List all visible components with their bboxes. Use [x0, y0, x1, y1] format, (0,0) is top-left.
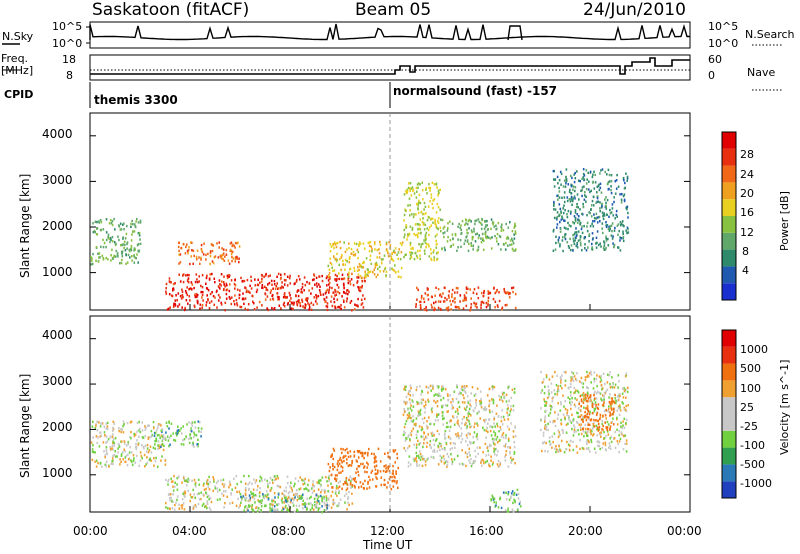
velocity-cb-tick-5: -100: [740, 439, 765, 452]
nave-label: Nave: [747, 66, 776, 79]
power-colorbar-swatch-3: [722, 232, 736, 250]
freq-unit-label: [MHz]: [1, 64, 34, 77]
nsearch-tick-bottom: 10^0: [708, 37, 739, 50]
xtick-0: 00:00: [73, 524, 108, 538]
station-title: Saskatoon (fitACF): [92, 0, 250, 20]
velocity-ytick-3000: 3000: [42, 374, 73, 388]
nave-tick-bottom: 0: [708, 69, 715, 82]
power-region-4: [403, 181, 442, 262]
power-cb-tick-16: 16: [740, 206, 754, 219]
power-colorbar-swatch-9: [722, 132, 736, 149]
xtick-6: 00:00: [667, 524, 702, 538]
velocity-cb-tick-1: 500: [740, 362, 761, 375]
velocity-ytick-4000: 4000: [42, 328, 73, 342]
velocity-region-6: [490, 488, 522, 513]
power-colorbar-swatch-6: [722, 182, 736, 200]
power-ytick-3000: 3000: [42, 173, 73, 187]
velocity-cb-tick-4: -25: [740, 420, 758, 433]
power-region-1: [177, 241, 241, 266]
cpid-program-2: normalsound (fast) -157: [393, 84, 558, 98]
freq-tick-top: 18: [62, 53, 76, 66]
power-colorbar-swatch-8: [722, 148, 736, 166]
velocity-ylabel: Slant Range [km]: [18, 373, 32, 478]
power-region-5: [415, 286, 517, 312]
power-colorbar-swatch-1: [722, 266, 736, 284]
power-region-0: [90, 217, 142, 266]
velocity-cb-tick-0: 1000: [740, 343, 768, 356]
velocity-colorbar-swatch-0: [722, 481, 736, 498]
power-region-7: [552, 168, 630, 253]
velocity-colorbar-swatch-3: [722, 430, 736, 448]
nsky-trace: [89, 23, 690, 41]
velocity-region-1: [152, 420, 203, 450]
velocity-cb-tick-7: -1000: [740, 477, 772, 490]
nsearch-label: N.Search: [745, 28, 795, 41]
velocity-cb-tick-3: 25: [740, 401, 754, 414]
nsearch-tick-top: 10^5: [708, 20, 739, 33]
beam-title: Beam 05: [355, 0, 432, 20]
power-region-3: [327, 240, 404, 280]
power-colorbar-swatch-2: [722, 249, 736, 267]
power-region-6: [440, 217, 517, 252]
velocity-cb-label: Velocity [m s^-1]: [778, 359, 791, 455]
cpid-label: CPID: [4, 88, 34, 101]
xtick-5: 20:00: [568, 524, 603, 538]
velocity-colorbar-swatch-7: [722, 363, 736, 381]
xtick-4: 16:00: [469, 524, 504, 538]
freq-tick-bottom: 8: [66, 69, 73, 82]
nave-tick-top: 60: [708, 53, 722, 66]
freq-panel-frame: [89, 54, 691, 81]
velocity-colorbar-swatch-6: [722, 380, 736, 398]
xlabel: Time UT: [363, 538, 413, 552]
velocity-colorbar-swatch-4: [722, 414, 736, 431]
power-cb-tick-8: 8: [742, 245, 749, 258]
velocity-colorbar-swatch-2: [722, 447, 736, 465]
nsky-spike: [507, 25, 523, 41]
velocity-ytick-1000: 1000: [42, 466, 73, 480]
nsky-tick-bottom: 10^0: [52, 37, 83, 50]
power-ytick-2000: 2000: [42, 219, 73, 233]
nave-trace: [90, 57, 690, 75]
xtick-3: 12:00: [370, 524, 405, 538]
nsky-label: N.Sky: [2, 30, 34, 43]
velocity-cb-tick-2: 100: [740, 382, 761, 395]
velocity-colorbar-swatch-5: [722, 397, 736, 414]
velocity-colorbar-swatch-9: [722, 330, 736, 347]
velocity-region-4: [327, 447, 399, 491]
power-cb-tick-4: 4: [742, 264, 749, 277]
power-cb-label: Power [dB]: [778, 191, 791, 251]
cpid-program-1: themis 3300: [94, 93, 178, 107]
velocity-region-5: [402, 384, 517, 468]
xtick-2: 08:00: [271, 524, 306, 538]
velocity-region-0: [90, 420, 167, 468]
velocity-ytick-2000: 2000: [42, 420, 73, 434]
power-cb-tick-12: 12: [740, 226, 754, 239]
power-cb-tick-28: 28: [740, 148, 754, 161]
power-ytick-4000: 4000: [42, 127, 73, 141]
date-title: 24/Jun/2010: [583, 0, 686, 20]
freq-label: Freq.: [1, 52, 29, 65]
power-ylabel: Slant Range [km]: [18, 173, 32, 278]
velocity-region-8: [578, 393, 616, 432]
velocity-colorbar-frame: [721, 329, 737, 499]
power-cb-tick-20: 20: [740, 187, 754, 200]
power-colorbar-swatch-0: [722, 283, 736, 300]
velocity-colorbar-swatch-8: [722, 346, 736, 364]
power-colorbar-swatch-5: [722, 199, 736, 216]
power-colorbar-swatch-4: [722, 216, 736, 233]
power-region-2: [165, 272, 366, 312]
velocity-colorbar-swatch-1: [722, 464, 736, 482]
nsky-panel-frame: [89, 21, 691, 49]
velocity-cb-tick-6: -500: [740, 458, 765, 471]
power-ytick-1000: 1000: [42, 265, 73, 279]
velocity-region-3: [240, 493, 329, 514]
xtick-1: 04:00: [172, 524, 207, 538]
power-colorbar-swatch-7: [722, 165, 736, 183]
power-cb-tick-24: 24: [740, 168, 754, 181]
nsky-tick-top: 10^5: [52, 20, 83, 33]
power-colorbar-frame: [721, 131, 737, 301]
